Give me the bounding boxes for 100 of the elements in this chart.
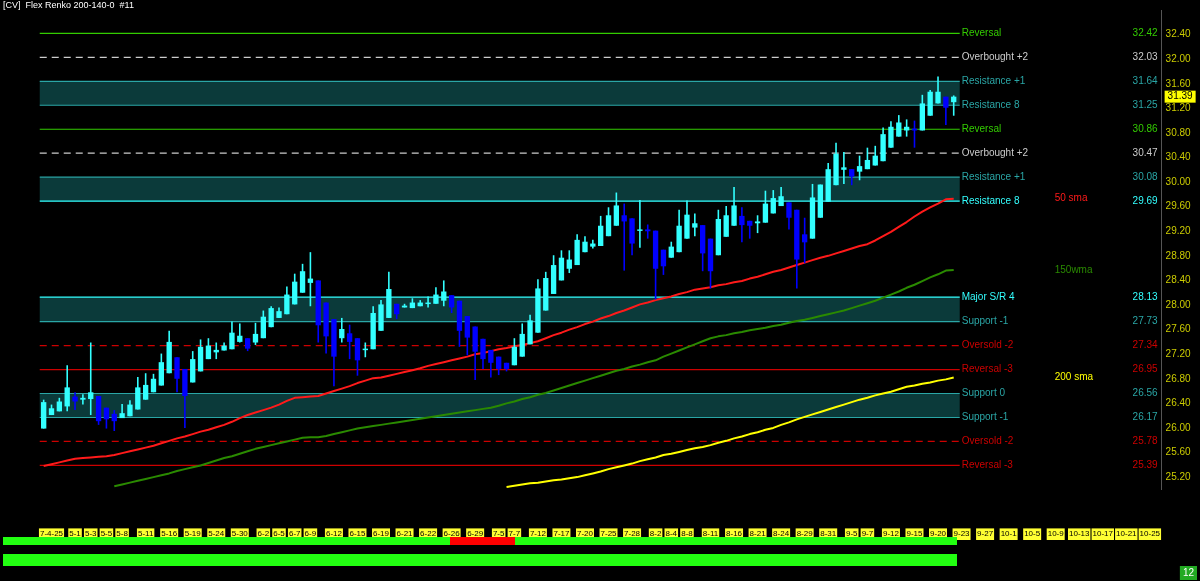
x-tick-label: 5-30 (231, 529, 249, 539)
candlestick (927, 89, 933, 117)
candlestick (566, 249, 572, 274)
text: 150wma (1054, 263, 1093, 275)
y-tick-label: 27.20 (1165, 347, 1192, 359)
x-tick-label: 5-24 (208, 529, 225, 539)
x-tick-label: 9-15 (906, 529, 924, 539)
candlestick (135, 376, 141, 411)
x-tick-label: 10-13 (1069, 529, 1091, 539)
annotation: 27.34 (1132, 339, 1159, 351)
x-tick-label: 9-23 (953, 529, 971, 539)
x-tick-label: 10-25 (1139, 529, 1161, 539)
candlestick (605, 206, 612, 237)
ref-line-label: Support -1 (961, 315, 1009, 327)
x-tick-label: 8-4 (665, 529, 678, 539)
candlestick (464, 315, 470, 357)
text: 200 sma (1054, 371, 1094, 383)
x-tick-label: 10-5 (1024, 529, 1041, 539)
candlestick (888, 120, 894, 149)
x-tick-label: 10-17 (1092, 529, 1114, 539)
x-tick-label: 9-27 (977, 529, 994, 539)
ref-line-label: Resistance 8 (961, 99, 1020, 111)
y-tick-label: 27.60 (1165, 323, 1192, 335)
x-tick-label: 6-29 (467, 529, 484, 539)
text: 50 sma (1054, 192, 1088, 204)
ref-line-label: Support -1 (961, 411, 1009, 423)
x-tick-label: 7-20 (576, 529, 594, 539)
ref-line-label: Reversal (961, 122, 1002, 134)
x-tick-label: 7-7 (508, 529, 521, 539)
y-tick-label: 28.80 (1165, 249, 1192, 261)
ref-line-label: Overbought +2 (961, 146, 1029, 158)
candlestick (621, 202, 627, 272)
candlestick (260, 309, 266, 340)
candlestick (645, 223, 651, 240)
x-tick-label: 7-4-25 (39, 529, 64, 539)
candlestick (158, 352, 165, 387)
annotation: 25.39 (1132, 459, 1159, 471)
candlestick (88, 341, 94, 416)
y-tick-label: 29.60 (1165, 200, 1192, 212)
candlestick (801, 216, 808, 265)
candlestick (252, 322, 259, 346)
x-tick-label: 5-1 (69, 529, 82, 539)
candlestick (511, 337, 518, 367)
candlestick (943, 95, 949, 126)
x-tick-label: 6-26 (443, 529, 461, 539)
y-tick-label: 32.00 (1165, 52, 1192, 64)
annotation: 30.08 (1132, 170, 1159, 182)
x-tick-label: 6-21 (396, 529, 414, 539)
x-tick-label: 8-29 (796, 529, 814, 539)
annotation: 32.42 (1132, 27, 1159, 39)
y-tick-label: 31.20 (1165, 102, 1192, 114)
annotation: 26.17 (1132, 411, 1159, 423)
candlestick (747, 220, 753, 240)
x-tick-label: 7-28 (624, 529, 641, 539)
x-tick-label: 9-12 (882, 529, 900, 539)
y-tick-label: 28.00 (1165, 298, 1192, 310)
x-tick-label: 10-21 (1116, 529, 1138, 539)
candlestick (488, 349, 494, 379)
x-tick-label: 7-12 (529, 529, 547, 539)
x-tick-label: 6-22 (420, 529, 437, 539)
y-tick-label: 30.40 (1165, 151, 1192, 163)
candlestick (723, 205, 729, 238)
x-tick-label: 8-8 (681, 529, 694, 539)
text: 12 (1182, 566, 1195, 578)
ref-line-label: Reversal -3 (961, 459, 1014, 471)
candlestick (237, 322, 243, 344)
x-tick-label: 8-31 (820, 529, 837, 539)
x-tick-label: 6-2 (257, 529, 270, 539)
x-tick-label: 7-25 (600, 529, 618, 539)
x-tick-label: 5-5 (100, 529, 113, 539)
candlestick (111, 409, 117, 432)
ref-line-label: Resistance +1 (961, 75, 1026, 87)
y-tick-label: 26.40 (1165, 397, 1192, 409)
candlestick (299, 263, 306, 294)
x-tick-label: 6-9 (304, 529, 317, 539)
candlestick (346, 323, 353, 360)
candlestick (72, 391, 78, 411)
annotation: 28.13 (1132, 290, 1159, 302)
chart-title: [CV] Flex Renko 200-140-0 #11 (3, 0, 134, 11)
annotation: 27.73 (1132, 315, 1159, 327)
x-tick-label: 5-16 (161, 529, 178, 539)
x-tick-label: 7-5 (492, 529, 506, 539)
candlestick (64, 364, 70, 413)
x-tick-label: 8-16 (726, 529, 743, 539)
ref-line-label: Reversal (961, 27, 1002, 39)
y-tick-label: 31.60 (1165, 77, 1192, 89)
candlestick (558, 249, 565, 282)
x-tick-label: 5-11 (137, 529, 154, 539)
x-tick-label: 8-11 (702, 529, 719, 539)
x-tick-label: 6-19 (373, 529, 390, 539)
candlestick (519, 322, 525, 358)
x-tick-label: 8-21 (749, 529, 767, 539)
annotation: 31.25 (1132, 99, 1159, 111)
y-tick-label: 30.00 (1165, 175, 1192, 187)
candlestick (229, 320, 235, 351)
y-tick-label: 25.20 (1165, 470, 1192, 482)
x-tick-label: 8-24 (773, 529, 790, 539)
x-tick-label: 7-17 (553, 529, 570, 539)
x-tick-label: 10-1 (1000, 529, 1018, 539)
candlestick (841, 151, 847, 185)
